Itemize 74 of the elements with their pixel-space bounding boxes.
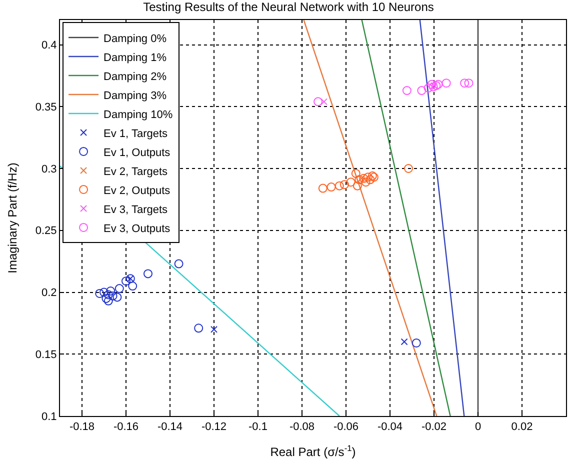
point xyxy=(400,338,408,346)
point xyxy=(174,259,184,268)
point xyxy=(358,174,365,182)
point xyxy=(364,172,372,182)
y-axis-title: Imaginary Part (f/Hz) xyxy=(6,162,20,274)
legend-label: Ev 1, Outputs xyxy=(104,146,171,159)
x-tick-label: -0.12 xyxy=(201,421,227,434)
point xyxy=(112,292,122,302)
x-tick-label: -0.06 xyxy=(333,421,359,434)
x-tick-label: -0.04 xyxy=(377,421,403,434)
legend-label: Ev 2, Outputs xyxy=(104,184,171,197)
point xyxy=(404,164,413,173)
point xyxy=(354,175,364,184)
point xyxy=(122,276,130,286)
point xyxy=(128,282,138,291)
point xyxy=(351,168,360,178)
point xyxy=(314,97,323,106)
point xyxy=(108,291,118,300)
legend-label: Damping 2% xyxy=(104,70,167,83)
point xyxy=(427,80,436,89)
point xyxy=(104,290,113,300)
point xyxy=(361,178,370,187)
point xyxy=(359,174,368,183)
chart-title: Testing Results of the Neural Network with 10 Neurons xyxy=(143,0,434,14)
x-tick-label: -0.18 xyxy=(69,421,95,434)
legend-label: Damping 10% xyxy=(104,108,173,121)
point xyxy=(412,338,421,348)
point xyxy=(442,78,451,88)
y-tick-label: 0.4 xyxy=(42,40,57,52)
y-tick-label: 0.2 xyxy=(42,287,57,300)
legend-label: Ev 3, Targets xyxy=(104,204,168,216)
point xyxy=(210,326,218,333)
y-tick-label: 0.15 xyxy=(35,348,57,361)
point xyxy=(318,184,328,193)
point xyxy=(106,286,116,296)
x-tick-label: 0.02 xyxy=(511,421,533,434)
legend-label: Ev 2, Targets xyxy=(104,166,168,178)
point xyxy=(114,284,124,294)
point xyxy=(194,324,204,333)
point xyxy=(100,288,108,297)
point xyxy=(434,80,443,89)
x-axis-title: Real Part (σ/s$^{-1}$) xyxy=(270,443,356,460)
legend-label: Damping 0% xyxy=(104,32,167,45)
point xyxy=(352,181,362,190)
legend-label: Ev 1, Targets xyxy=(104,128,168,140)
point xyxy=(460,78,470,88)
x-tick-label: -0.1 xyxy=(248,421,268,434)
point xyxy=(104,296,113,306)
point xyxy=(320,98,328,106)
legend-label: Damping 1% xyxy=(104,52,167,64)
y-tick-label: 0.25 xyxy=(35,225,57,238)
point xyxy=(334,181,344,190)
x-tick-label: -0.08 xyxy=(289,421,315,434)
legend-label: Damping 3% xyxy=(104,90,167,102)
point xyxy=(326,182,336,192)
point xyxy=(424,84,433,93)
x-tick-label: 0 xyxy=(474,421,482,434)
x-tick-label: -0.14 xyxy=(157,421,183,434)
legend-label: Ev 3, Outputs xyxy=(104,222,171,235)
point xyxy=(95,288,104,298)
y-tick-label: 0.35 xyxy=(35,101,57,114)
point xyxy=(402,86,412,96)
point xyxy=(144,269,152,278)
point xyxy=(432,81,441,90)
point xyxy=(340,180,349,190)
point xyxy=(102,294,111,303)
point xyxy=(366,175,375,184)
y-tick-label: 0.3 xyxy=(42,163,57,176)
point xyxy=(346,178,356,187)
x-tick-label: -0.16 xyxy=(113,421,139,434)
point xyxy=(464,78,474,88)
x-tick-label: -0.02 xyxy=(421,421,447,434)
point xyxy=(417,86,426,96)
y-tick-label: 0.1 xyxy=(42,410,57,423)
